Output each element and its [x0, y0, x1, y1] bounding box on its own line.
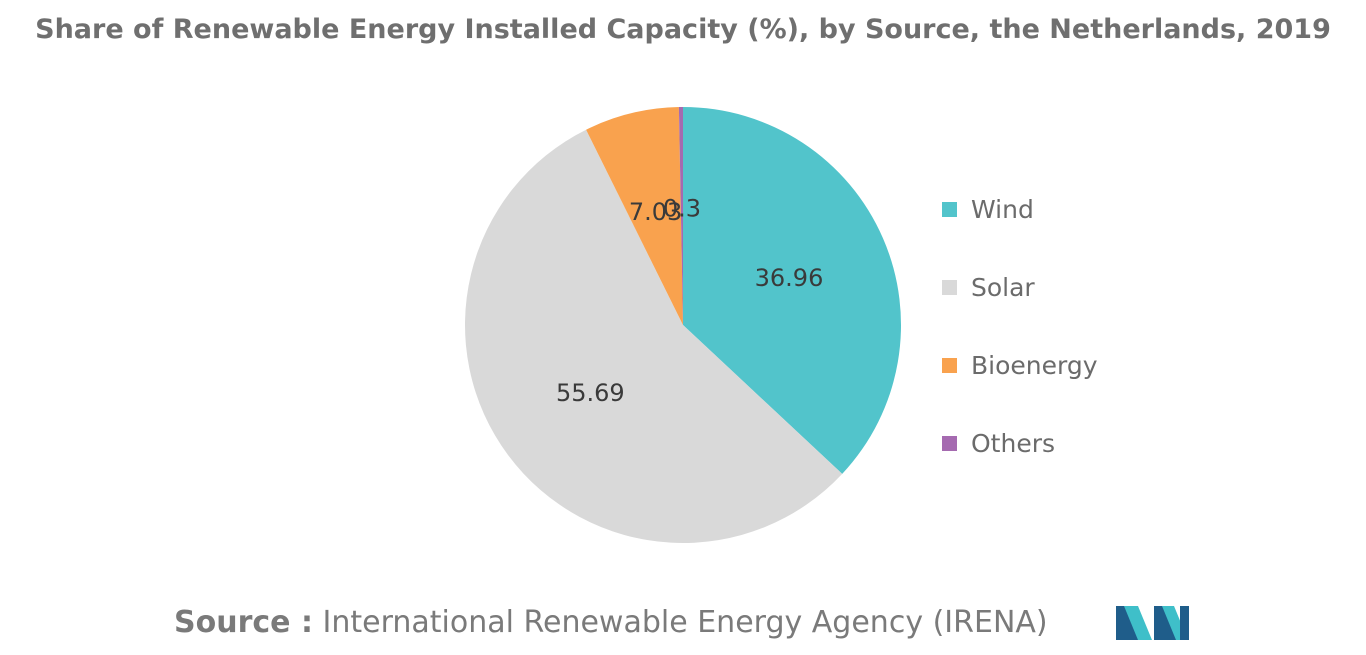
pie-slice-wind: [683, 107, 901, 474]
legend-label-solar: Solar: [971, 273, 1035, 302]
legend: Wind Solar Bioenergy Others: [942, 190, 1098, 502]
legend-swatch-wind: [942, 202, 957, 217]
source-label: Source :: [174, 605, 313, 640]
data-label-bioenergy: 7.03: [629, 198, 682, 226]
source-note: Source : International Renewable Energy …: [174, 605, 1048, 640]
chart-title: Share of Renewable Energy Installed Capa…: [35, 14, 1331, 45]
data-label-others: 0.3: [663, 194, 701, 222]
pie-slice-bioenergy: [586, 107, 683, 325]
mordor-intelligence-logo-icon: [1116, 606, 1189, 640]
data-label-solar: 55.69: [556, 379, 625, 407]
legend-item-wind: Wind: [942, 190, 1098, 229]
legend-label-bioenergy: Bioenergy: [971, 351, 1098, 380]
pie-slice-solar: [464, 129, 843, 544]
legend-item-solar: Solar: [942, 268, 1098, 307]
data-label-wind: 36.96: [755, 264, 824, 292]
pie-slice-others: [678, 107, 683, 325]
legend-item-others: Others: [942, 424, 1098, 463]
legend-swatch-solar: [942, 280, 957, 295]
legend-label-wind: Wind: [971, 195, 1034, 224]
legend-item-bioenergy: Bioenergy: [942, 346, 1098, 385]
source-text: International Renewable Energy Agency (I…: [322, 605, 1048, 640]
legend-swatch-bioenergy: [942, 358, 957, 373]
legend-label-others: Others: [971, 429, 1056, 458]
legend-swatch-others: [942, 436, 957, 451]
